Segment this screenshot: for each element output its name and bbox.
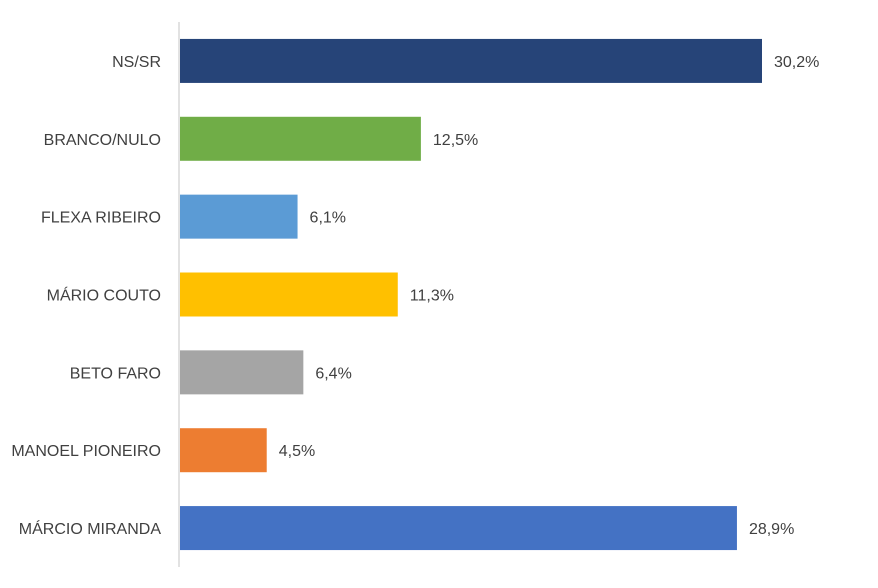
category-label: MÁRIO COUTO	[47, 286, 161, 305]
bar-0	[180, 38, 762, 83]
value-label: 11,3%	[410, 288, 454, 305]
value-label: 30,2%	[774, 54, 819, 71]
bar-5	[180, 428, 267, 473]
category-label: MANOEL PIONEIRO	[11, 443, 161, 460]
value-label: 28,9%	[749, 521, 794, 538]
category-label: BRANCO/NULO	[44, 132, 161, 149]
bar-2	[180, 194, 298, 239]
category-label: FLEXA RIBEIRO	[41, 210, 161, 227]
category-label: BETO FARO	[70, 365, 161, 382]
category-label: NS/SR	[112, 54, 161, 71]
bar-6	[180, 506, 737, 551]
bar-1	[180, 116, 421, 161]
value-label: 6,1%	[310, 210, 346, 227]
value-label: 12,5%	[433, 132, 478, 149]
value-label: 6,4%	[315, 365, 351, 382]
category-label: MÁRCIO MIRANDA	[19, 519, 162, 538]
bars-group: NS/SR 30,2% BRANCO/NULO 12,5% FLEXA RIBEIRO 6…	[11, 38, 819, 551]
bar-3	[180, 272, 398, 317]
bar-4	[180, 350, 304, 395]
value-label: 4,5%	[279, 443, 315, 460]
